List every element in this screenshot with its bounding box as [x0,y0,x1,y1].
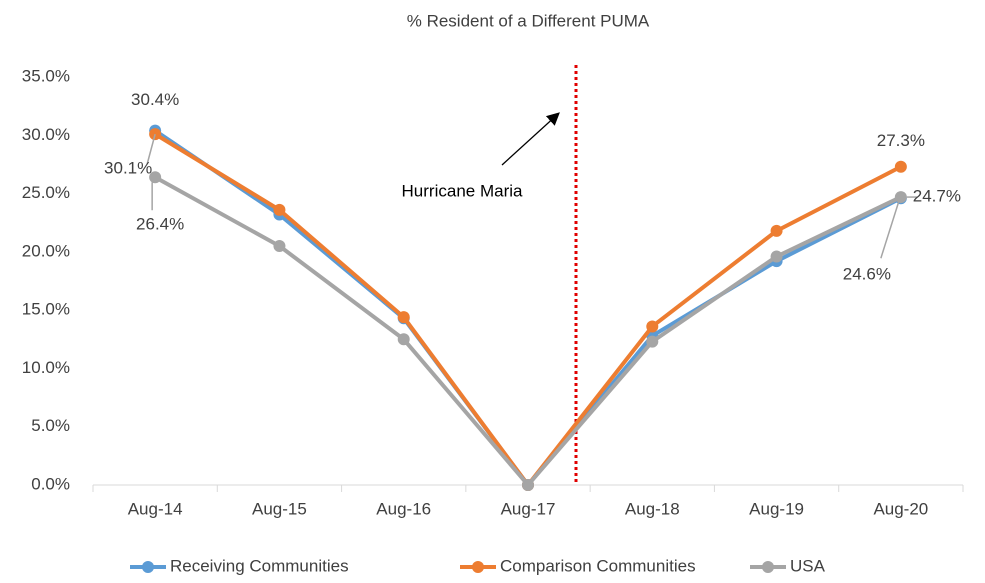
x-tick-label: Aug-18 [625,499,680,518]
data-label: 30.1% [104,159,152,178]
data-label: 30.4% [131,90,179,109]
x-tick-label: Aug-14 [128,499,183,518]
chart-title: % Resident of a Different PUMA [407,11,650,30]
data-label: 27.3% [877,131,925,150]
point [397,333,410,346]
x-tick-label: Aug-20 [873,499,928,518]
y-tick-label: 0.0% [31,474,70,493]
y-tick-label: 35.0% [22,66,70,85]
data-label: 24.6% [843,265,891,284]
point [646,335,659,348]
x-tick-label: Aug-17 [501,499,556,518]
point [894,191,907,204]
leader-line [880,201,900,259]
legend-label: USA [790,556,826,575]
point [770,224,783,237]
annotation-arrow [501,112,560,166]
x-tick-label: Aug-19 [749,499,804,518]
legend-label: Comparison Communities [500,556,696,575]
series-line [154,132,902,487]
data-label: 26.4% [136,215,184,234]
y-tick-label: 30.0% [22,125,70,144]
x-tick-label: Aug-16 [376,499,431,518]
y-tick-label: 5.0% [31,416,70,435]
point [273,203,286,216]
point [770,250,783,263]
annotation: Hurricane Maria [402,181,523,200]
y-tick-label: 20.0% [22,241,70,260]
legend-marker [472,561,484,573]
x-tick-label: Aug-15 [252,499,307,518]
point [894,160,907,173]
y-tick-label: 10.0% [22,358,70,377]
series-line [154,128,902,487]
legend-marker [142,561,154,573]
point [646,320,659,333]
point [522,479,534,491]
point [273,240,286,253]
point [149,171,162,184]
data-label: 24.7% [913,187,961,206]
y-tick-label: 25.0% [22,183,70,202]
legend-label: Receiving Communities [170,556,349,575]
y-tick-label: 15.0% [22,300,70,319]
legend-marker [762,561,774,573]
point [397,311,410,324]
leader-line [146,133,156,165]
